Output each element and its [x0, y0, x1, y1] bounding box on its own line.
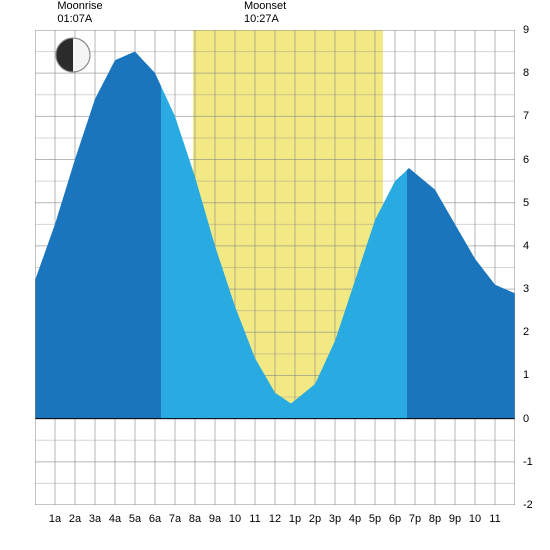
moonset-label: Moonset 10:27A — [244, 0, 286, 26]
y-tick-label: 3 — [523, 283, 529, 295]
y-tick-label: -1 — [523, 456, 533, 468]
tide-chart — [35, 30, 515, 505]
moonrise-time: 01:07A — [57, 13, 102, 26]
x-tick-label: 9a — [209, 513, 221, 525]
y-tick-label: 5 — [523, 197, 529, 209]
x-tick-label: 7a — [169, 513, 181, 525]
x-tick-label: 7p — [409, 513, 421, 525]
y-tick-label: 0 — [523, 413, 529, 425]
x-tick-label: 10 — [469, 513, 481, 525]
y-tick-label: 2 — [523, 326, 529, 338]
x-tick-label: 11 — [249, 513, 260, 525]
y-tick-label: 6 — [523, 154, 529, 166]
x-tick-label: 10 — [229, 513, 241, 525]
x-tick-label: 6a — [149, 513, 161, 525]
y-tick-label: 7 — [523, 110, 529, 122]
x-tick-label: 4a — [109, 513, 121, 525]
x-tick-label: 3a — [89, 513, 101, 525]
x-tick-label: 2p — [309, 513, 321, 525]
moonrise-label: Moonrise 01:07A — [57, 0, 102, 26]
x-tick-label: 11 — [489, 513, 500, 525]
x-tick-label: 4p — [349, 513, 361, 525]
y-tick-label: 1 — [523, 369, 529, 381]
y-tick-label: 9 — [523, 24, 529, 36]
moonrise-title: Moonrise — [57, 0, 102, 13]
x-tick-label: 3p — [329, 513, 341, 525]
x-tick-label: 9p — [449, 513, 461, 525]
y-tick-label: 4 — [523, 240, 529, 252]
moonset-title: Moonset — [244, 0, 286, 13]
y-tick-label: -2 — [523, 499, 533, 511]
x-tick-label: 1p — [289, 513, 301, 525]
tide-chart-wrapper: Moonrise 01:07A Moonset 10:27A 1a 2a 3a 4a 5… — [0, 0, 550, 550]
x-tick-label: 8p — [429, 513, 441, 525]
x-tick-label: 5a — [129, 513, 141, 525]
x-tick-label: 8a — [189, 513, 201, 525]
x-tick-label: 1a — [49, 513, 61, 525]
moonset-time: 10:27A — [244, 13, 286, 26]
x-tick-label: 12 — [269, 513, 281, 525]
x-tick-label: 6p — [389, 513, 401, 525]
x-tick-label: 5p — [369, 513, 381, 525]
chart-svg — [35, 30, 515, 505]
y-tick-label: 8 — [523, 67, 529, 79]
x-tick-label: 2a — [69, 513, 81, 525]
